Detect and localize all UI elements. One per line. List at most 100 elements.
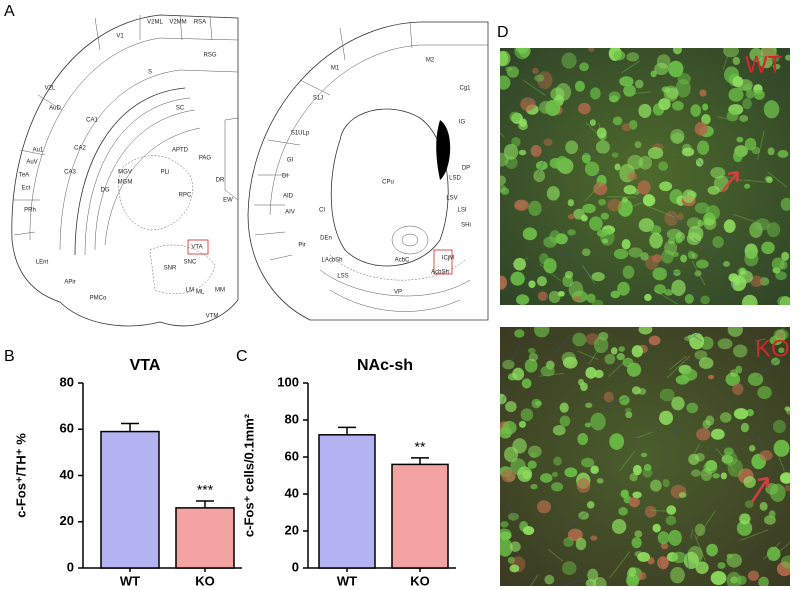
atlas-label: AIV <box>285 210 295 216</box>
atlas-label: LM <box>186 288 194 294</box>
atlas-label: V1 <box>116 34 124 40</box>
y-tick-label: 60 <box>285 448 299 463</box>
atlas-label: AcbC <box>395 258 410 264</box>
atlas-label: Au1 <box>33 148 44 154</box>
y-tick-label: 0 <box>292 559 299 574</box>
atlas-label: Cg1 <box>459 86 471 92</box>
y-tick-label: 20 <box>60 513 74 528</box>
micrograph: WT <box>500 48 790 305</box>
atlas-label: MM <box>215 288 225 294</box>
error-bar <box>121 422 139 432</box>
atlas-label: AID <box>283 194 294 200</box>
x-tick-label: WT <box>337 573 357 588</box>
atlas-label: LSD <box>449 176 461 182</box>
y-tick-label: 80 <box>60 374 74 389</box>
atlas-label: Ect <box>22 186 31 192</box>
y-axis-label: c-Fos⁺ cells/0.1mm² <box>241 413 256 537</box>
atlas-label: S1ULp <box>291 131 310 137</box>
atlas-label: SHi <box>461 223 471 229</box>
atlas-label: SC <box>176 106 185 112</box>
atlas-label: DI <box>282 174 288 180</box>
atlas-label: AuD <box>49 106 61 112</box>
y-tick-label: 40 <box>60 467 74 482</box>
atlas-label: LSS <box>337 274 348 280</box>
atlas-label: S1J <box>313 96 323 102</box>
atlas-label: LSI <box>457 208 466 214</box>
atlas-label: S <box>148 70 152 76</box>
atlas-label: LEnt <box>36 260 49 266</box>
bar <box>318 434 376 569</box>
panel-label: C <box>236 348 248 365</box>
y-tick-label: 80 <box>285 411 299 426</box>
atlas-label: PRh <box>24 208 36 214</box>
atlas-label: LAcbSh <box>321 258 342 264</box>
atlas-label: CA3 <box>64 170 76 176</box>
x-tick-label: WT <box>120 573 140 588</box>
atlas-label: M1 <box>331 66 340 72</box>
atlas-label: DR <box>216 178 225 184</box>
atlas-label: ICjM <box>442 256 454 262</box>
atlas-label: APir <box>64 280 75 286</box>
atlas-label: CPu <box>382 180 394 186</box>
bar <box>391 463 449 569</box>
y-tick-label: 40 <box>285 485 299 500</box>
genotype-label: WT <box>745 51 783 78</box>
chart-title: NAc-sh <box>357 357 413 374</box>
atlas-label: VTA <box>191 245 202 251</box>
significance: ** <box>415 439 426 455</box>
y-tick-label: 60 <box>60 421 74 436</box>
error-bar <box>411 457 429 465</box>
atlas-label: IG <box>459 120 466 126</box>
panel-label: D <box>497 24 509 41</box>
atlas-label: M2 <box>426 58 435 64</box>
atlas-label: VP <box>394 290 402 296</box>
significance: *** <box>197 482 214 498</box>
panel-label: B <box>4 348 15 365</box>
atlas-label: CA1 <box>86 118 98 124</box>
bar <box>175 507 235 569</box>
atlas-label: SNC <box>184 260 197 266</box>
atlas-label: AuV <box>26 160 37 166</box>
error-bar <box>196 500 214 508</box>
atlas-label: V2L <box>45 86 56 92</box>
y-tick-label: 100 <box>277 374 299 389</box>
atlas-label: LSV <box>446 196 457 202</box>
y-axis-label: c-Fos⁺/TH⁺ % <box>13 433 28 518</box>
atlas-label: PAG <box>199 156 212 162</box>
chart-title: VTA <box>130 357 161 374</box>
atlas-label: DG <box>101 188 110 194</box>
atlas-label: CI <box>319 208 325 214</box>
y-tick-label: 0 <box>67 559 74 574</box>
atlas-label: EW <box>223 198 233 204</box>
y-tick-label: 20 <box>285 522 299 537</box>
atlas-label: RPC <box>179 193 192 199</box>
atlas-label: MGV <box>118 170 132 176</box>
atlas-label: ML <box>196 290 205 296</box>
atlas-label: APTD <box>172 148 189 154</box>
atlas-label: AcbSh <box>431 270 449 276</box>
bar <box>100 430 160 569</box>
atlas-label: TeA <box>19 173 29 179</box>
atlas-label: GI <box>287 158 294 164</box>
atlas-label: DP <box>462 166 470 172</box>
atlas-label: PMCo <box>90 296 107 302</box>
atlas-label: V2ML <box>147 20 163 26</box>
x-tick-label: KO <box>195 573 215 588</box>
atlas-label: CA2 <box>74 146 86 152</box>
atlas-label: SNR <box>164 266 177 272</box>
atlas-label: MGM <box>118 180 133 186</box>
error-bar <box>338 426 356 435</box>
atlas: V1 V2ML V2MM RSA RSG V2L AuD Au1 AuV TeA Ect PRh LEn… <box>11 14 489 327</box>
atlas-label: RSG <box>203 53 216 59</box>
atlas-label: DEn <box>320 236 332 242</box>
micrograph: KO <box>500 327 790 586</box>
atlas-label: V2MM <box>169 20 186 26</box>
genotype-label: KO <box>755 335 790 362</box>
atlas-label: VTM <box>206 314 219 320</box>
atlas-label: Pir <box>298 243 305 249</box>
x-tick-label: KO <box>410 573 430 588</box>
atlas-label: PLi <box>161 170 170 176</box>
atlas-label: RSA <box>194 20 206 26</box>
panel-label: A <box>4 3 15 20</box>
